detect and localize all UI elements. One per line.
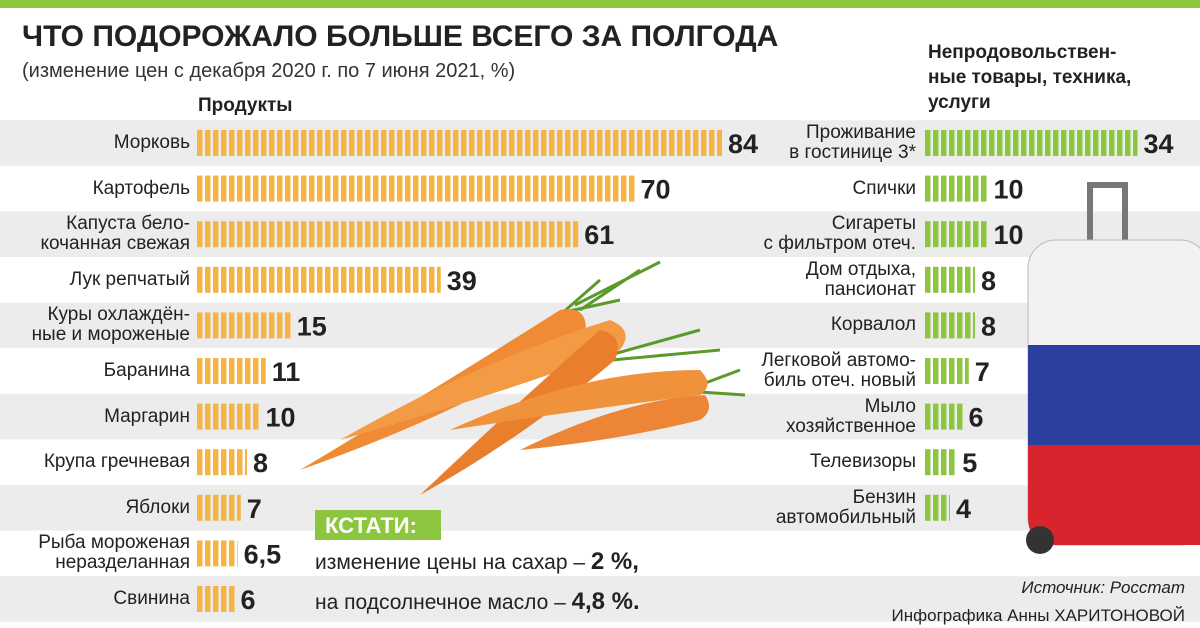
bar	[197, 449, 247, 476]
bar	[197, 130, 722, 156]
bar	[925, 312, 975, 339]
category-label: Морковь	[113, 132, 190, 153]
note-value: 2 %,	[590, 548, 639, 575]
bar	[197, 403, 260, 430]
category-label: Баранина	[103, 360, 190, 381]
bar	[925, 175, 988, 202]
value-label: 8	[253, 448, 268, 478]
category-label: Крупа гречневая	[43, 451, 190, 473]
note-text: изменение цены на сахар –	[315, 551, 591, 574]
category-label: Корвалол	[830, 314, 916, 336]
bar	[197, 221, 579, 248]
value-label: 70	[641, 175, 671, 205]
value-label: 10	[994, 220, 1024, 250]
category-label: Проживание в гостинице 3*	[789, 122, 916, 163]
value-label: 61	[584, 220, 614, 250]
category-label: Маргарин	[104, 405, 190, 427]
value-label: 34	[1144, 129, 1174, 159]
category-label: Телевизоры	[809, 451, 916, 473]
suitcase-image	[1026, 182, 1200, 554]
category-label: Спички	[852, 177, 916, 199]
category-label: Мыло хозяйственное	[785, 395, 916, 437]
bar	[197, 266, 441, 293]
value-label: 39	[447, 266, 477, 296]
value-label: 6	[241, 585, 256, 615]
value-label: 11	[272, 357, 301, 387]
value-label: 5	[962, 448, 977, 478]
value-label: 7	[975, 357, 990, 387]
note-line: изменение цены на сахар – 2 %,	[315, 548, 639, 576]
note-title: КСТАТИ:	[325, 513, 417, 538]
bar	[925, 130, 1138, 156]
chart-title: Непродовольствен- ные товары, техника, у…	[928, 42, 1132, 113]
category-label: Бензин автомобильный	[775, 486, 916, 528]
source: Источник: Росстат	[1021, 578, 1185, 597]
value-label: 6	[969, 403, 984, 433]
category-label: Картофель	[92, 177, 190, 199]
bar	[197, 494, 241, 521]
category-label: Куры охлаждён- ные и мороженые	[31, 304, 190, 346]
note-text: на подсолнечное масло –	[315, 591, 572, 614]
value-label: 8	[981, 266, 996, 296]
bar	[925, 221, 988, 248]
note-line: на подсолнечное масло – 4,8 %.	[315, 588, 640, 616]
bar	[197, 312, 291, 339]
bar	[925, 449, 957, 476]
category-label: Яблоки	[125, 496, 190, 518]
title: ЧТО ПОДОРОЖАЛО БОЛЬШЕ ВСЕГО ЗА ПОЛГОДА	[22, 20, 779, 53]
bar	[197, 175, 635, 202]
bar	[925, 403, 963, 430]
category-label: Лук репчатый	[69, 268, 190, 290]
carrot-image	[300, 260, 746, 495]
value-label: 10	[994, 175, 1024, 205]
value-label: 4	[956, 494, 971, 524]
note-value: 4,8 %.	[571, 588, 640, 615]
value-label: 6,5	[244, 539, 282, 569]
top-bar	[0, 0, 1200, 8]
value-label: 15	[297, 311, 327, 341]
category-label: Капуста бело- кочанная свежая	[40, 213, 190, 255]
bar	[925, 358, 969, 384]
category-label: Сигареты с фильтром отеч.	[763, 213, 916, 255]
credit: Инфографика Анны ХАРИТОНОВОЙ	[891, 606, 1185, 625]
value-label: 84	[728, 129, 758, 159]
category-label: Свинина	[113, 588, 190, 609]
value-label: 7	[247, 494, 262, 524]
bar	[197, 540, 238, 567]
category-label: Легковой автомо- биль отеч. новый	[761, 350, 916, 391]
bar	[197, 586, 235, 612]
bar	[925, 266, 975, 293]
category-label: Дом отдыха, пансионат	[805, 258, 916, 300]
bar	[197, 358, 266, 384]
category-label: Рыба мороженая неразделанная	[38, 532, 190, 574]
value-label: 8	[981, 311, 996, 341]
chart-title: Продукты	[198, 95, 293, 116]
value-label: 10	[266, 403, 296, 433]
subtitle: (изменение цен с декабря 2020 г. по 7 ию…	[22, 60, 516, 82]
note-box	[315, 510, 441, 540]
bar	[925, 494, 950, 521]
